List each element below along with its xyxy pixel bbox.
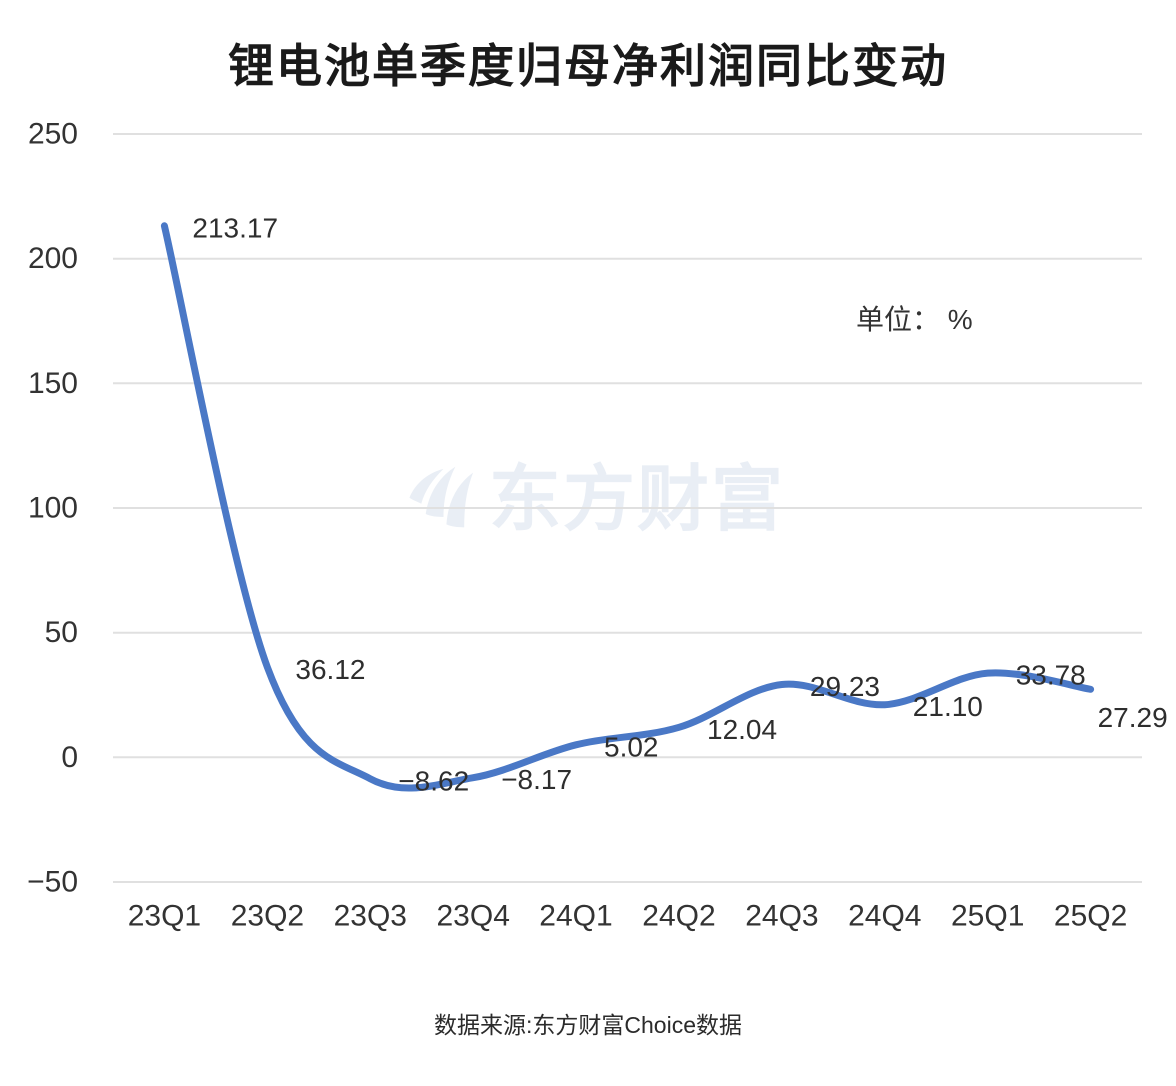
x-tick-label: 24Q1	[539, 900, 612, 933]
data-label: 12.04	[707, 714, 777, 745]
x-tick-label: 24Q2	[642, 900, 715, 933]
x-tick-label: 25Q1	[951, 900, 1024, 933]
data-label: 213.17	[192, 212, 278, 243]
x-tick-label: 23Q1	[128, 900, 201, 933]
gridlines-group	[113, 133, 1142, 883]
x-tick-label: 23Q4	[437, 900, 510, 933]
data-labels-group: 213.17 36.12 −8.62 −8.17 5.02 12.04 29.23 21.10…	[192, 212, 1167, 796]
x-tick-label: 24Q3	[745, 900, 818, 933]
y-tick-label: −50	[27, 866, 78, 899]
y-tick-label: 0	[61, 741, 78, 774]
x-tick-label: 25Q2	[1054, 900, 1127, 933]
y-tick-label: 100	[28, 492, 78, 525]
data-label: 21.10	[913, 691, 983, 722]
y-tick-label: 250	[28, 118, 78, 151]
data-label: 36.12	[295, 654, 365, 685]
data-label: 27.29	[1098, 702, 1168, 733]
data-label: 5.02	[604, 731, 659, 762]
x-tick-label: 23Q3	[334, 900, 407, 933]
y-axis-labels-group: 250 200 150 100 50 0 −50	[27, 118, 78, 899]
data-label: −8.17	[501, 764, 572, 795]
y-tick-label: 150	[28, 367, 78, 400]
x-axis-labels-group: 23Q1 23Q2 23Q3 23Q4 24Q1 24Q2 24Q3 24Q4 25Q1 25Q2	[128, 900, 1128, 933]
chart-title: 锂电池单季度归母净利润同比变动	[228, 40, 948, 92]
x-tick-label: 24Q4	[848, 900, 921, 933]
unit-label: 单位： %	[856, 304, 973, 335]
series-group	[160, 222, 1095, 792]
y-tick-label: 200	[28, 242, 78, 275]
data-source: 数据来源:东方财富Choice数据	[434, 1012, 742, 1038]
data-label: 33.78	[1016, 660, 1086, 691]
x-tick-label: 23Q2	[231, 900, 304, 933]
profit-yoy-line	[160, 222, 1095, 792]
data-label: −8.62	[398, 765, 469, 796]
y-tick-label: 50	[45, 616, 78, 649]
data-label: 29.23	[810, 671, 880, 702]
